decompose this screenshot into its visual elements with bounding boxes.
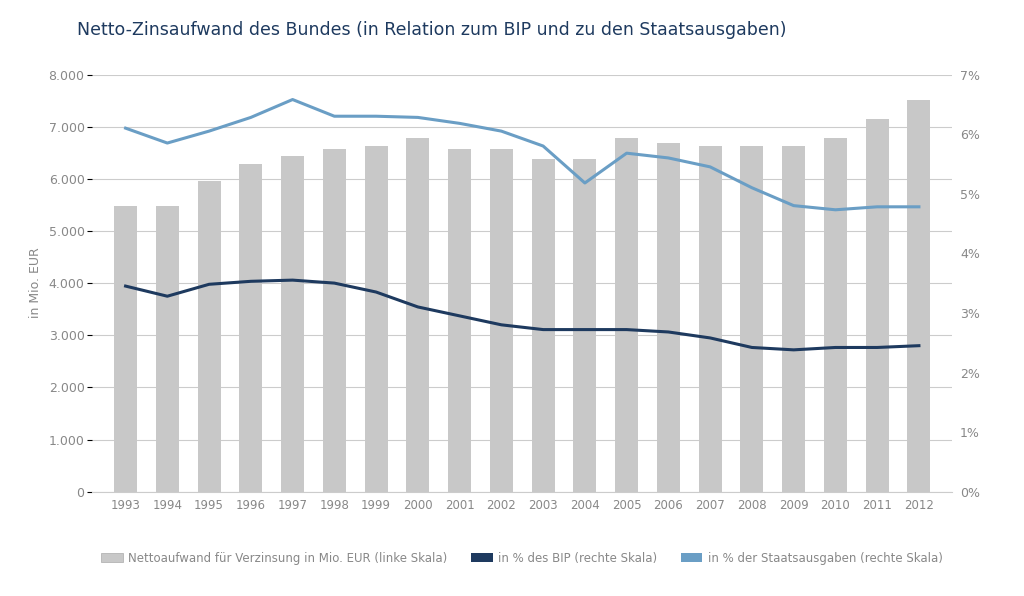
- Bar: [865, 119, 889, 492]
- Bar: [365, 146, 387, 492]
- Legend: Nettoaufwand für Verzinsung in Mio. EUR (linke Skala), in % des BIP (rechte Skal: Nettoaufwand für Verzinsung in Mio. EUR …: [96, 547, 948, 569]
- Bar: [240, 164, 262, 492]
- Bar: [698, 146, 722, 492]
- Bar: [156, 206, 179, 492]
- Bar: [407, 138, 429, 492]
- Bar: [449, 148, 471, 492]
- Bar: [323, 148, 346, 492]
- Bar: [907, 100, 931, 492]
- Bar: [824, 138, 847, 492]
- Bar: [531, 159, 555, 492]
- Text: Netto-Zinsaufwand des Bundes (in Relation zum BIP und zu den Staatsausgaben): Netto-Zinsaufwand des Bundes (in Relatio…: [77, 21, 786, 39]
- Bar: [573, 159, 596, 492]
- Y-axis label: in Mio. EUR: in Mio. EUR: [29, 248, 42, 318]
- Bar: [782, 146, 805, 492]
- Bar: [198, 181, 220, 492]
- Bar: [114, 206, 137, 492]
- Bar: [740, 146, 763, 492]
- Bar: [615, 138, 638, 492]
- Bar: [282, 156, 304, 492]
- Bar: [657, 143, 680, 492]
- Bar: [489, 148, 513, 492]
